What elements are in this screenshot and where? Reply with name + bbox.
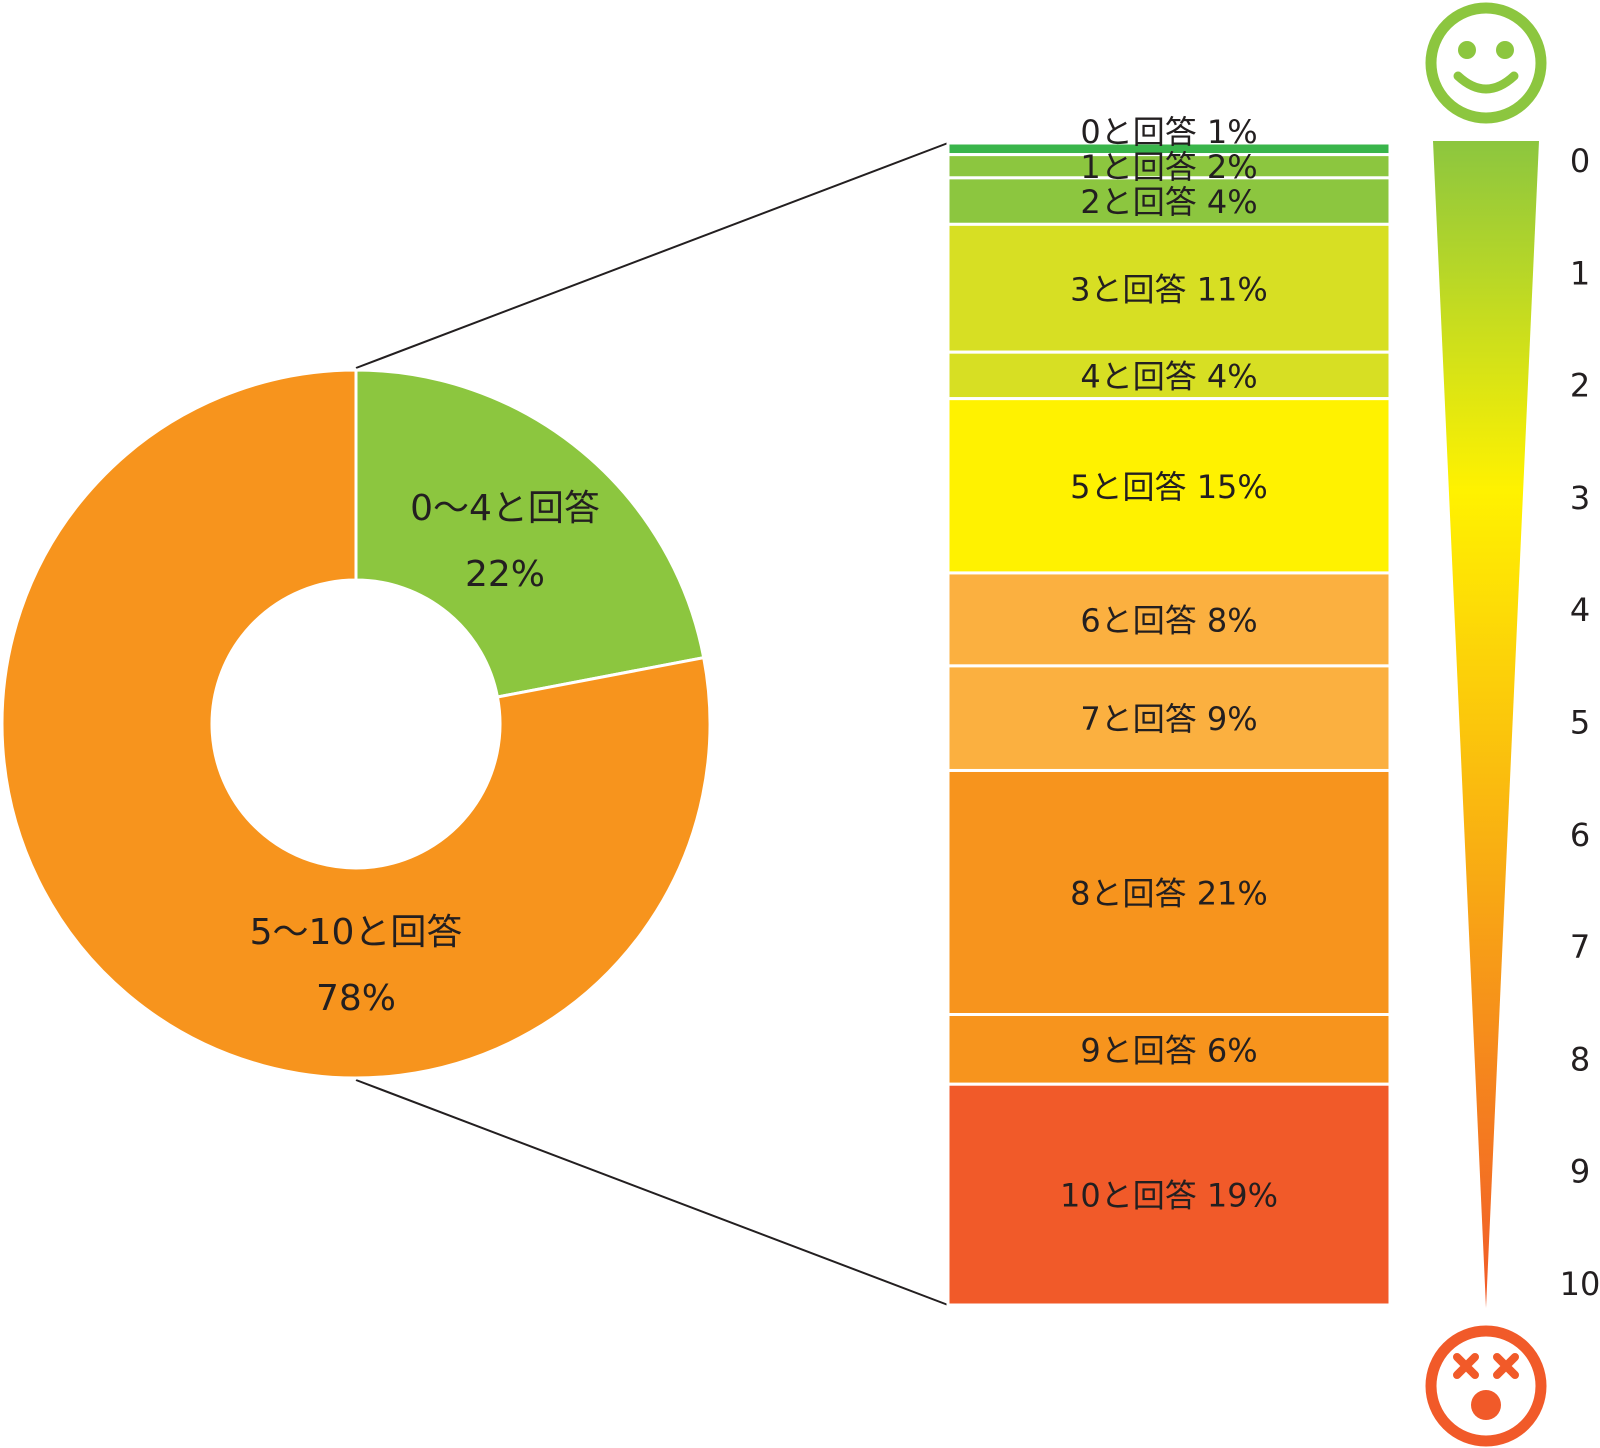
scale-tick-label: 3: [1570, 479, 1590, 517]
bar-segment-label: 6と回答 8%: [1080, 601, 1257, 639]
bar-segment-label: 9と回答 6%: [1080, 1031, 1257, 1069]
stacked-bar: 0と回答 1%1と回答 2%2と回答 4% 3と回答 11% 4と回答 4% 5と回答…: [946, 113, 1392, 1307]
bar-segment-label: 2と回答 4%: [1080, 183, 1257, 221]
donut-chart: 0〜4と回答 22% 5〜10と回答 78%: [0, 368, 712, 1080]
zoom-connector-lines: [355, 142, 949, 1306]
donut-slice-value: 78%: [316, 978, 396, 1019]
bar-segment-label: 8と回答 21%: [1070, 874, 1268, 912]
scale-tick-label: 0: [1570, 142, 1590, 180]
bar-segment-5: [946, 397, 1392, 575]
bar-segment-label: 7と回答 9%: [1080, 700, 1257, 738]
bar-segment-label: 4と回答 4%: [1080, 357, 1257, 395]
scale-tick-label: 4: [1570, 591, 1590, 629]
smiley-face-icon: [1425, 2, 1547, 124]
scale-tick-labels: 0 1 2 3 4 5 6 7 8 9 10: [1560, 142, 1600, 1303]
bar-segment-label: 3と回答 11%: [1070, 270, 1268, 308]
donut-slice-label: 5〜10と回答: [250, 912, 463, 953]
scale-tick-label: 7: [1570, 928, 1590, 966]
satisfaction-scale: 0 1 2 3 4 5 6 7 8 9 10: [1425, 2, 1600, 1447]
connector-line-bottom: [355, 1079, 949, 1306]
scale-tick-label: 2: [1570, 367, 1590, 405]
dizzy-face-icon: [1425, 1325, 1547, 1447]
bar-segment-label: 0と回答 1%: [1080, 113, 1257, 151]
scale-tick-label: 10: [1560, 1265, 1600, 1303]
scale-gradient-wedge: [1433, 141, 1539, 1308]
bar-segment-label: 5と回答 15%: [1070, 468, 1268, 506]
bar-segment-10: [946, 1082, 1392, 1307]
scale-tick-label: 5: [1570, 704, 1590, 742]
donut-slice-value: 22%: [465, 554, 545, 595]
bar-segment-3: [946, 222, 1392, 354]
scale-tick-label: 6: [1570, 816, 1590, 854]
bar-segment-label: 10と回答 19%: [1060, 1177, 1278, 1215]
donut-slice-label: 0〜4と回答: [410, 488, 600, 529]
donut-slice-0: [354, 368, 706, 699]
bar-segment-label: 1と回答 2%: [1080, 148, 1257, 186]
bar-segment-9: [946, 1013, 1392, 1086]
scale-tick-label: 9: [1570, 1153, 1590, 1191]
donut-slice-1: [0, 368, 712, 1080]
scale-tick-label: 8: [1570, 1040, 1590, 1078]
scale-tick-label: 1: [1570, 254, 1590, 292]
bar-segment-7: [946, 664, 1392, 772]
connector-line-top: [355, 142, 949, 369]
